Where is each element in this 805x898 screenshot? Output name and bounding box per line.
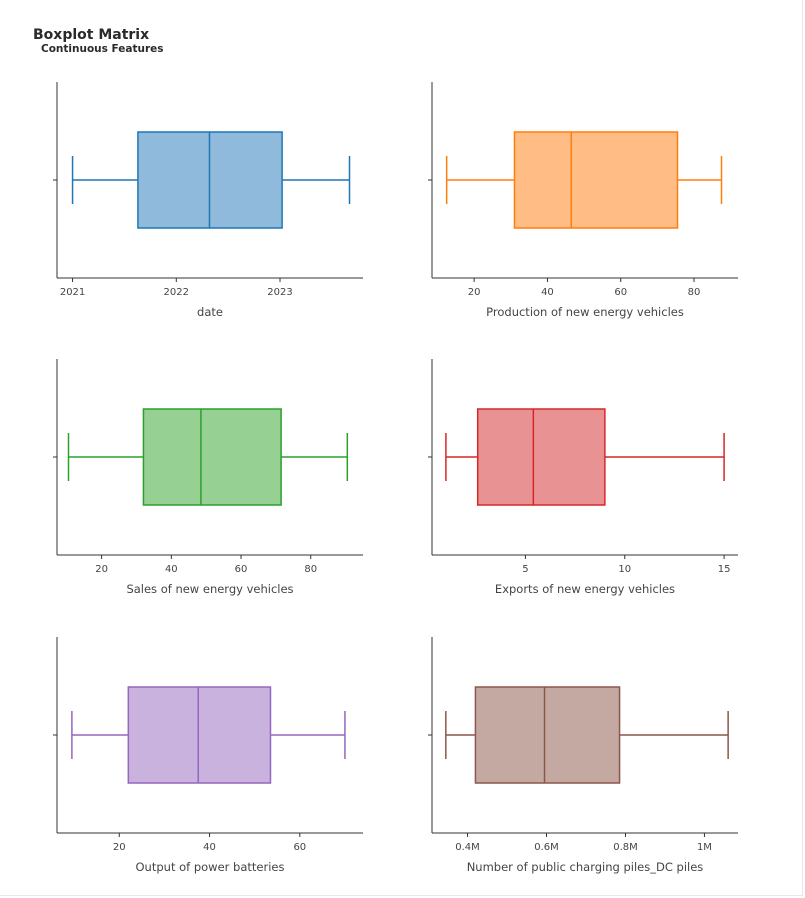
x-axis-label: Exports of new energy vehicles (495, 582, 675, 596)
x-tick-label: 2022 (164, 287, 189, 298)
x-tick-label: 40 (541, 287, 554, 298)
iqr-box (474, 686, 621, 784)
x-tick-label: 40 (203, 842, 216, 853)
x-tick-label: 0.4M (455, 842, 480, 853)
x-axis-label: Number of public charging piles_DC piles (467, 860, 704, 874)
x-tick-label: 20 (468, 287, 481, 298)
x-tick-label: 60 (614, 287, 627, 298)
x-tick-label: 20 (113, 842, 126, 853)
x-tick-label: 10 (618, 564, 631, 575)
x-axis-label: Output of power batteries (136, 860, 285, 874)
x-tick-label: 15 (718, 564, 731, 575)
x-tick-label: 80 (304, 564, 317, 575)
iqr-box (142, 408, 282, 506)
x-tick-label: 20 (95, 564, 108, 575)
x-axis-label: Production of new energy vehicles (486, 305, 684, 319)
x-tick-label: 60 (235, 564, 248, 575)
iqr-box (127, 686, 272, 784)
x-tick-label: 60 (293, 842, 306, 853)
x-tick-label: 2023 (267, 287, 292, 298)
x-tick-label: 2021 (60, 287, 85, 298)
figure-subtitle: Continuous Features (41, 43, 164, 55)
x-tick-label: 0.8M (613, 842, 638, 853)
figure-title: Boxplot Matrix (33, 27, 150, 43)
x-axis-label: date (197, 305, 223, 319)
x-tick-label: 80 (688, 287, 701, 298)
x-tick-label: 5 (522, 564, 528, 575)
x-axis-label: Sales of new energy vehicles (126, 582, 293, 596)
x-tick-label: 0.6M (534, 842, 559, 853)
iqr-box (476, 408, 606, 506)
x-tick-label: 1M (697, 842, 712, 853)
iqr-box (513, 131, 679, 229)
x-tick-label: 40 (165, 564, 178, 575)
